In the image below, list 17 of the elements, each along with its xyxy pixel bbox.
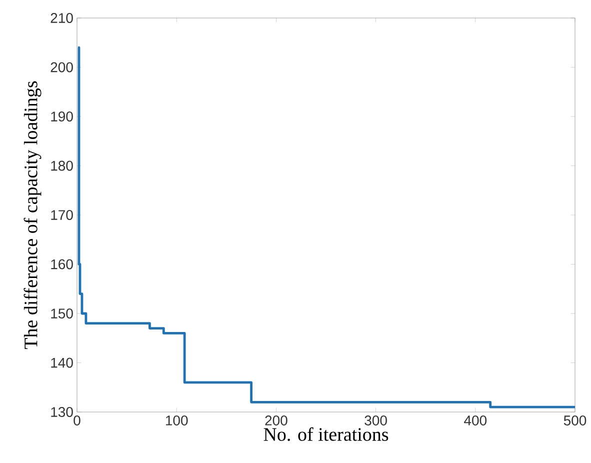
x-tick-label: 100 xyxy=(166,416,188,426)
y-tick-label: 170 xyxy=(51,210,73,220)
y-axis-title: The difference of capacity loadings xyxy=(24,81,42,350)
x-tick-label: 300 xyxy=(364,416,387,426)
x-tick-label: 0 xyxy=(74,416,80,426)
x-axis-title: No. of iterations xyxy=(264,427,388,441)
y-tick-label: 130 xyxy=(51,407,73,417)
y-tick-label: 210 xyxy=(50,13,73,23)
y-tick-label: 180 xyxy=(51,160,73,171)
x-tick-label: 200 xyxy=(265,416,288,426)
x-tick-label: 500 xyxy=(564,416,586,426)
y-tick-label: 190 xyxy=(51,112,73,122)
x-tick-label: 400 xyxy=(464,416,487,426)
y-tick-label: 160 xyxy=(51,259,73,270)
y-tick-label: 200 xyxy=(50,62,73,72)
y-tick-label: 150 xyxy=(51,308,73,318)
y-tick-label: 140 xyxy=(51,358,73,368)
